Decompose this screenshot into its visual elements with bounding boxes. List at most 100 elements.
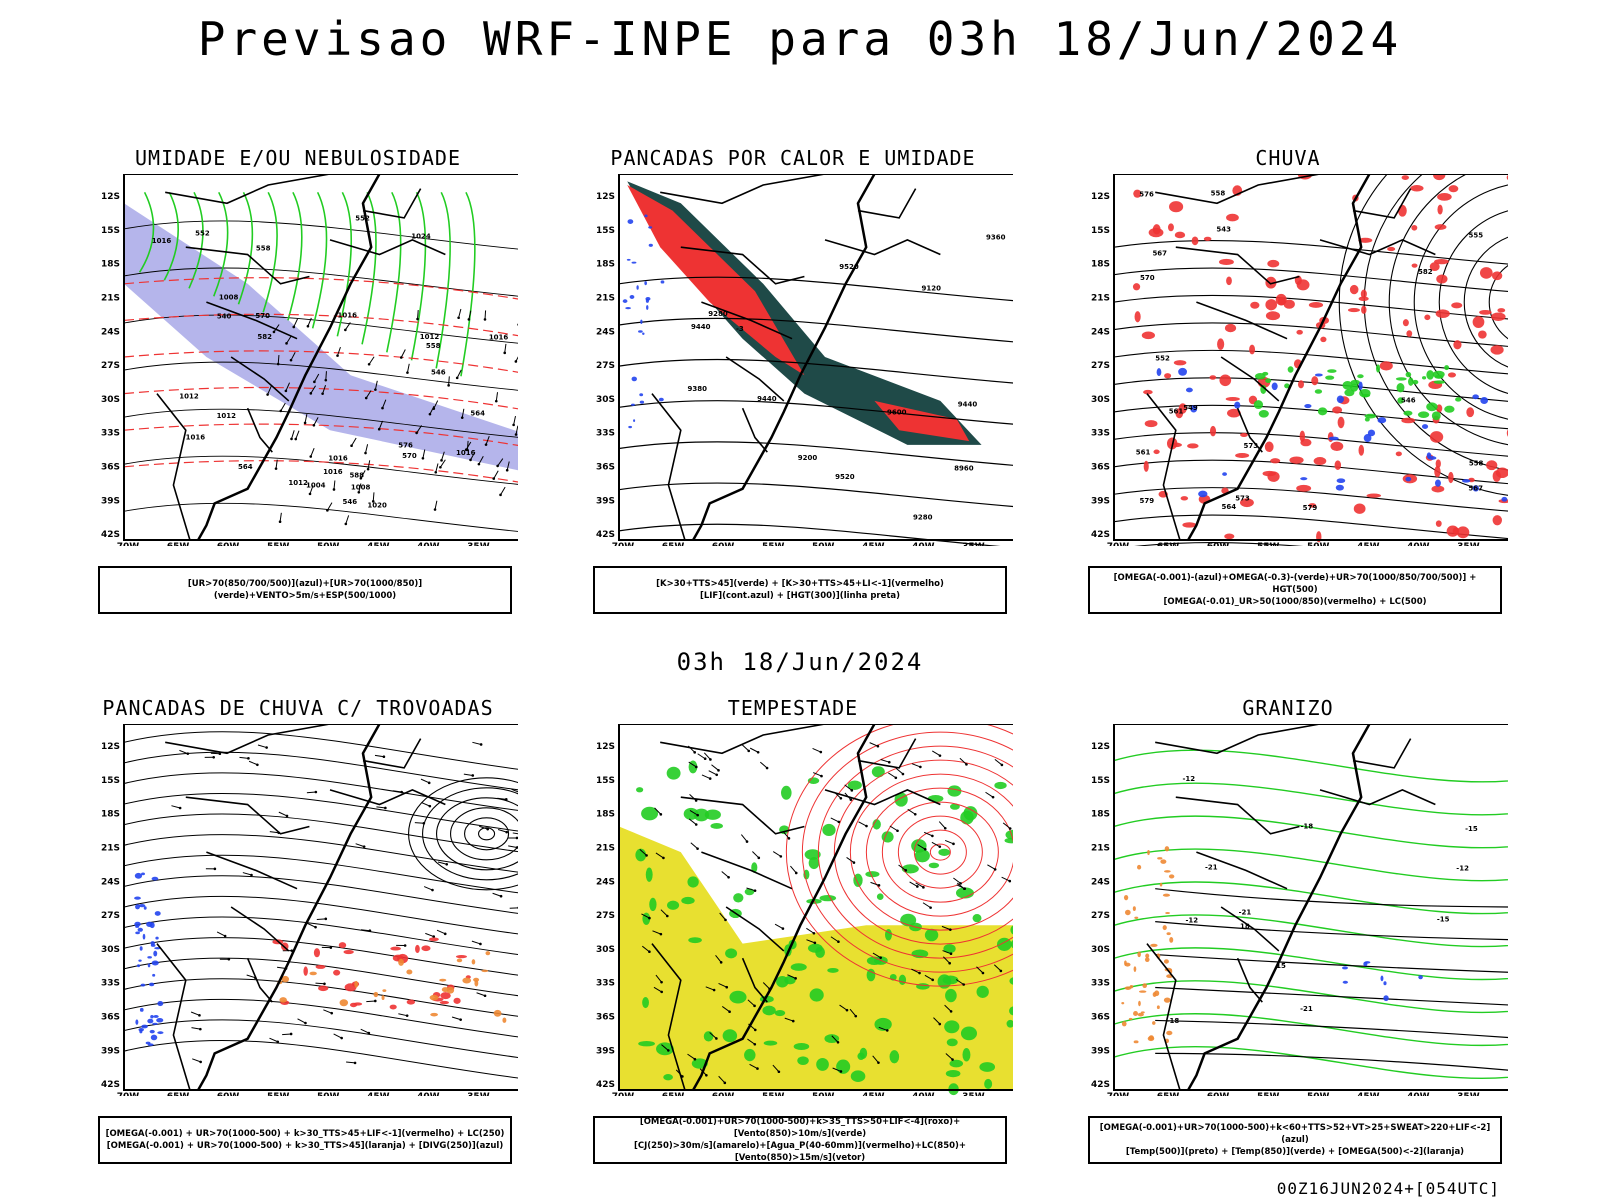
- lat-tick-label: 24S: [1091, 877, 1110, 887]
- wind-vector: [911, 763, 921, 768]
- wind-vector: [661, 1044, 669, 1051]
- wind-vector: [191, 1027, 201, 1030]
- rain-blue-area: [1304, 403, 1312, 409]
- lat-tick-label: 27S: [596, 361, 615, 371]
- rain-red-area: [1506, 429, 1508, 437]
- rain-blue-area: [1358, 381, 1363, 390]
- wind-vector-head: [294, 437, 298, 441]
- wind-vector-head: [483, 318, 487, 321]
- wind-vector-head: [896, 829, 899, 833]
- wind-vector-head: [999, 969, 1003, 973]
- wind-vector: [917, 844, 926, 850]
- wind-vector: [944, 1004, 952, 1012]
- lat-tick-label: 42S: [1091, 530, 1110, 540]
- wind-vector-head: [303, 421, 307, 425]
- humidity-contour-lower: [386, 191, 402, 353]
- contour-line: [1113, 459, 1508, 485]
- omega-orange-area: [1166, 932, 1171, 936]
- rain-green-area: [1317, 407, 1328, 416]
- wind-vector: [323, 1009, 332, 1014]
- wind-vector: [463, 773, 473, 776]
- lat-tick-label: 30S: [1091, 395, 1110, 405]
- humidity-contour-lower: [410, 191, 427, 361]
- wind-vector: [280, 402, 286, 412]
- rain-red-area: [1402, 319, 1409, 327]
- contour-label: -12: [1456, 864, 1469, 872]
- rain-red-area: [1478, 330, 1487, 339]
- storm-red-area: [455, 954, 468, 959]
- wind-vector: [749, 1063, 758, 1070]
- lifted-index-contour: [640, 319, 643, 325]
- country-border: [741, 407, 768, 453]
- rain-red-area: [1226, 213, 1239, 222]
- rain-green-area: [1364, 417, 1370, 422]
- wind-vector-head: [213, 867, 217, 871]
- legend-line: [LIF](cont.azul) + [HGT(300)](linha pret…: [699, 591, 901, 601]
- wind-vector: [812, 772, 822, 777]
- country-border: [156, 943, 191, 1091]
- wind-vector: [1002, 822, 1011, 829]
- rain-red-area: [1436, 404, 1443, 413]
- wind-vector: [433, 400, 439, 409]
- wind-vector-head: [364, 396, 368, 400]
- wind-vector-head: [486, 827, 489, 831]
- rain-red-area: [1411, 224, 1418, 231]
- wind-vector-head: [719, 961, 723, 964]
- country-border: [1175, 796, 1300, 835]
- omega-orange-area: [1133, 966, 1137, 972]
- wind-vector: [923, 831, 933, 837]
- omega-orange-area: [1124, 960, 1127, 966]
- wind-vector-head: [919, 765, 922, 769]
- lifted-index-contour: [629, 295, 635, 300]
- legend-line: [K>30+TTS>45](verde) + [K>30+TTS>45+LI<-…: [656, 579, 944, 589]
- wind-vector-head: [353, 1061, 357, 1065]
- wind850-green-area: [729, 990, 747, 1004]
- wind850-green-area: [751, 862, 758, 873]
- wind850-green-area: [976, 985, 989, 998]
- wind-vector-head: [876, 744, 880, 748]
- wind-vector: [466, 440, 469, 450]
- wind-vector: [476, 992, 486, 997]
- contour-label: 1012: [179, 393, 199, 401]
- wind-vector-head: [371, 500, 375, 503]
- wind-vector: [718, 983, 727, 988]
- wind-vector: [924, 974, 933, 981]
- wind-vector: [315, 982, 325, 985]
- lat-tick-label: 33S: [596, 979, 615, 989]
- rain-green-area: [1444, 365, 1450, 371]
- wind-vector: [365, 390, 372, 399]
- wind-vector: [945, 1053, 953, 1060]
- omega-orange-area: [1123, 894, 1129, 901]
- wind-vector: [420, 778, 430, 784]
- contour-label: 582: [1418, 268, 1433, 276]
- rain-red-area: [1447, 372, 1457, 378]
- wind850-green-area: [703, 1031, 714, 1042]
- contour-line: [618, 358, 1013, 384]
- wind-vector-head: [929, 906, 932, 909]
- contour-label: 588: [349, 471, 364, 479]
- lc850-streamline: [865, 787, 1013, 917]
- wind-vector-head: [284, 389, 288, 393]
- country-border: [680, 246, 805, 285]
- lon-tick-label: 45W: [1357, 1092, 1380, 1096]
- main-title: Previsao WRF-INPE para 03h 18/Jun/2024: [197, 12, 1403, 66]
- contour-line: [123, 854, 518, 894]
- lifted-index-contour: [639, 400, 645, 404]
- lat-tick-label: 15S: [101, 226, 120, 236]
- rain-green-area: [1254, 373, 1266, 380]
- wind-vector-head: [753, 1042, 757, 1046]
- contour-label: 1016: [456, 449, 476, 457]
- wind-vector-head: [938, 1022, 942, 1026]
- wind-vector: [955, 979, 964, 985]
- rain-blue-area: [1271, 382, 1278, 391]
- rain-red-area: [1479, 309, 1492, 315]
- wind850-green-area: [916, 983, 930, 990]
- rain-red-area: [1265, 299, 1278, 311]
- jet-yellow-area: [619, 826, 1013, 1090]
- divergence-blue-area: [141, 872, 145, 876]
- temp850-contour: [1113, 881, 1508, 915]
- wind-vector: [701, 774, 711, 780]
- rain-red-area: [1152, 224, 1161, 235]
- wind-vector-head: [308, 492, 312, 496]
- map-pancadas-calor: 9520 9600 9440 9380 9280 9200 9120 8960 9520 9440…: [596, 174, 1013, 546]
